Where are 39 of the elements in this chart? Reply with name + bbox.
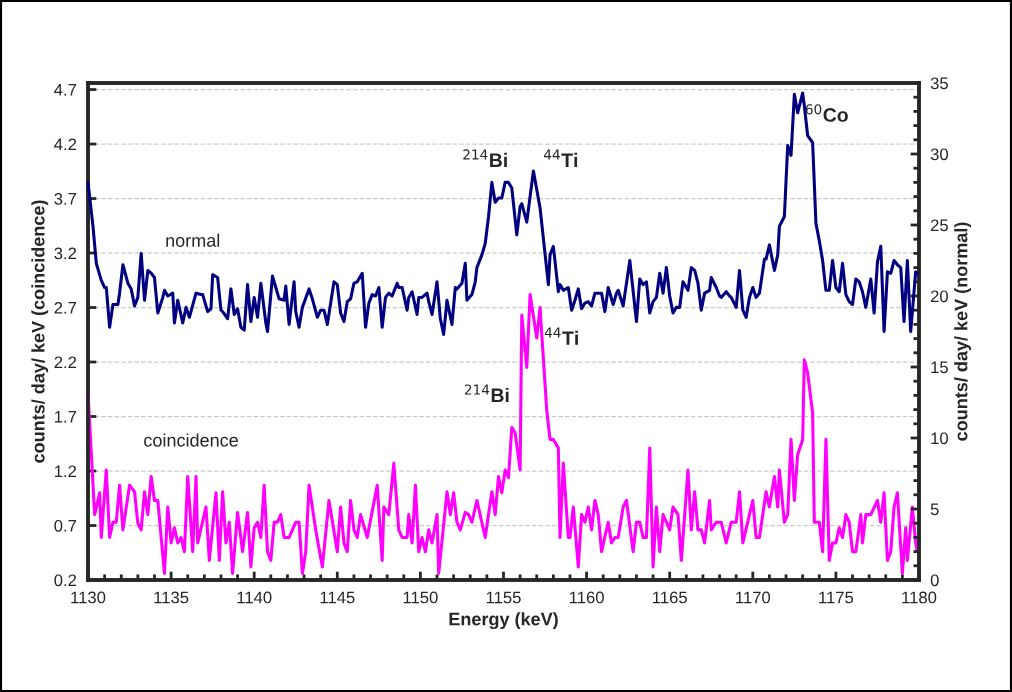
x-tick-label: 1130 (71, 591, 106, 604)
y-tick-label: 2.7 (54, 301, 77, 314)
x-tick-label: 1165 (653, 591, 687, 604)
x-tick-label: 1150 (403, 591, 438, 604)
y2-tick-label: 5 (930, 503, 939, 516)
y2-tick-label: 35 (930, 77, 948, 90)
annotation: $^{44}$Ti (544, 327, 578, 345)
x-tick-label: 1160 (569, 591, 604, 604)
annotation: normal (166, 233, 220, 247)
x-tick-label: 1180 (902, 591, 937, 604)
y-tick-label: 3.7 (54, 192, 77, 205)
y-tick-label: 2.2 (54, 356, 77, 369)
y-tick-label: 4.2 (54, 138, 77, 151)
y2-axis-title: counts/ day/ keV (normal) (954, 222, 972, 441)
x-tick-label: 1175 (819, 591, 854, 604)
annotation: $^{44}$Ti (544, 149, 578, 167)
x-axis-title: Energy (keV) (449, 612, 558, 630)
annotation: $^{214}$Bi (463, 149, 507, 167)
y-tick-label: 0.2 (54, 574, 77, 587)
x-tick-label: 1145 (320, 591, 355, 604)
annotation: $^{60}$Co (805, 104, 848, 122)
y-tick-label: 1.2 (54, 465, 77, 478)
y-tick-label: 3.2 (54, 247, 77, 260)
y-tick-label: 4.7 (54, 84, 77, 96)
y2-tick-label: 10 (931, 432, 948, 445)
y2-tick-label: 15 (931, 361, 948, 374)
y-tick-label: 1.7 (54, 411, 77, 423)
y2-tick-label: 0 (930, 574, 939, 587)
x-tick-label: 1140 (237, 591, 272, 604)
annotation: coincidence (144, 433, 238, 447)
annotation: $^{214}$Bi (464, 384, 509, 402)
y2-tick-label: 30 (930, 148, 948, 161)
y-axis-title: counts/ day/ keV (coincidence) (31, 200, 49, 463)
x-tick-label: 1135 (154, 591, 189, 604)
x-tick-label: 1170 (736, 591, 771, 604)
y2-tick-label: 20 (930, 290, 948, 303)
x-tick-label: 1155 (486, 591, 521, 604)
y-tick-label: 0.7 (54, 519, 77, 532)
y2-tick-label: 25 (930, 219, 948, 232)
